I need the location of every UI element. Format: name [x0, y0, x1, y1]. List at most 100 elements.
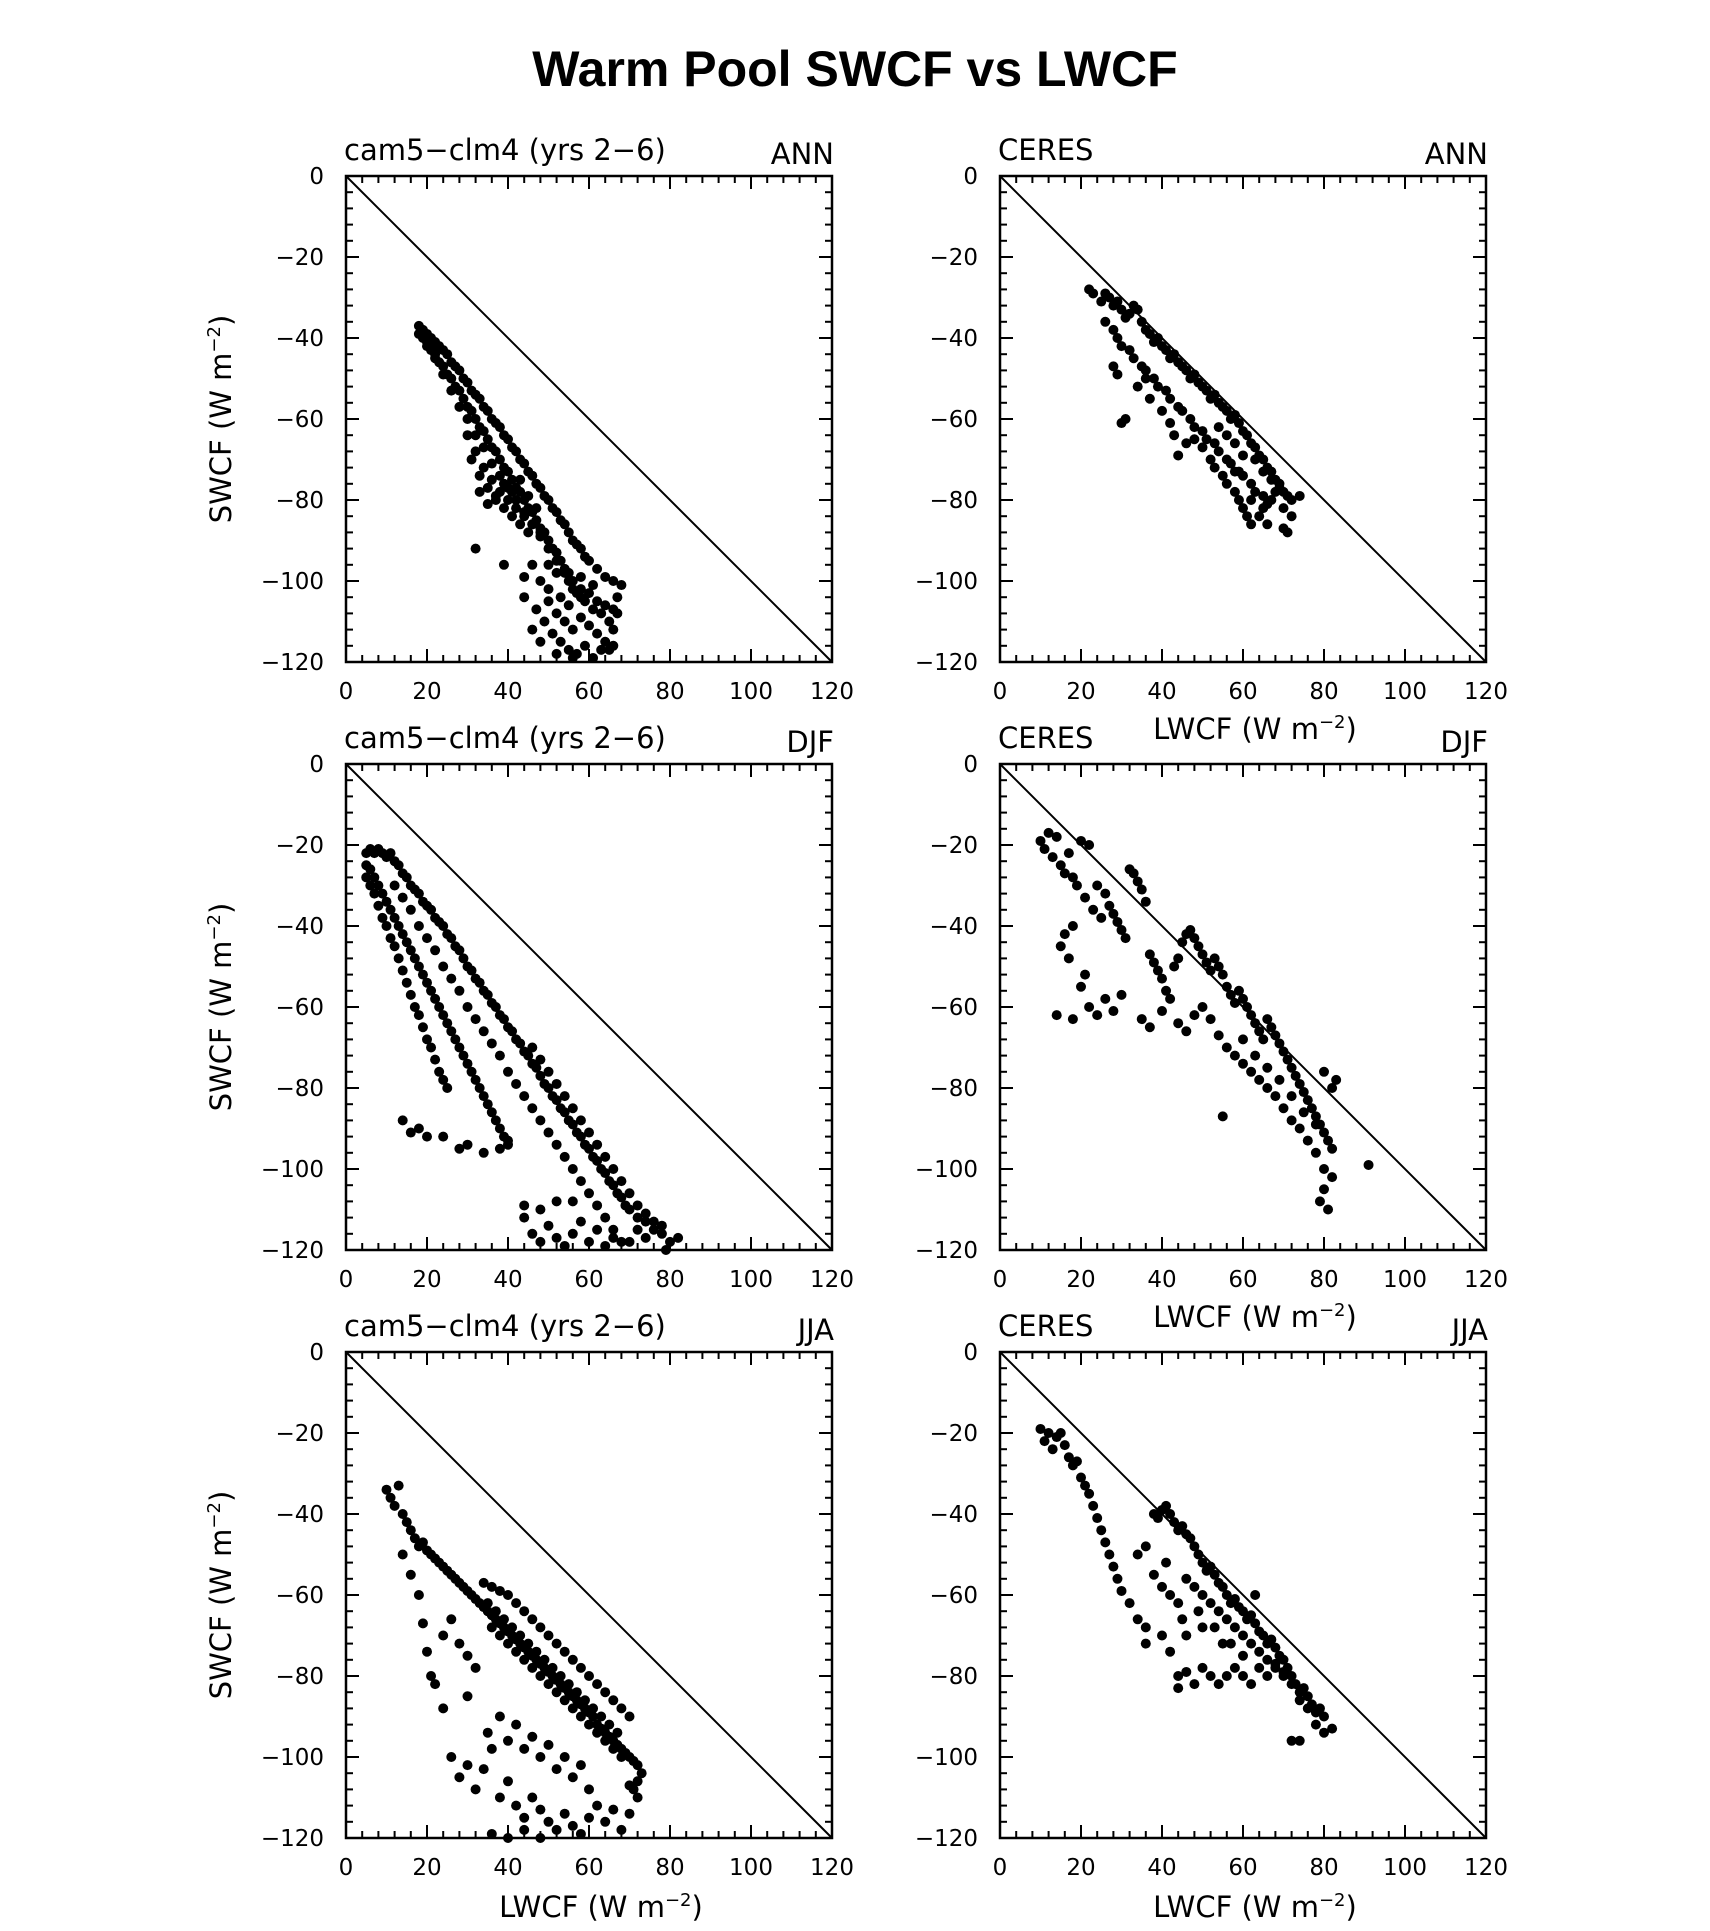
scatter-point [1229, 1622, 1240, 1633]
scatter-point [1157, 1630, 1167, 1641]
scatter-point [616, 1176, 627, 1187]
scatter-point [1274, 1038, 1285, 1049]
scatter-point [1266, 495, 1277, 505]
scatter-point [470, 1662, 481, 1673]
scatter-point [498, 478, 509, 489]
scatter-point [1221, 1614, 1232, 1625]
scatter-point [1080, 1480, 1091, 1491]
scatter-point [511, 1646, 522, 1657]
y-tick-label: −60 [275, 1583, 324, 1609]
scatter-point [523, 1050, 534, 1061]
scatter-point [608, 1695, 619, 1706]
scatter-point [490, 495, 501, 505]
scatter-point [1229, 997, 1240, 1008]
y-tick-label: −100 [261, 1745, 324, 1771]
scatter-point [438, 361, 449, 372]
scatter-point [551, 547, 562, 558]
scatter-point [1319, 1184, 1329, 1195]
scatter-point [454, 1042, 465, 1053]
x-tick-label: 0 [993, 1855, 1008, 1881]
scatter-point [490, 1002, 501, 1012]
scatter-point [1112, 916, 1123, 927]
scatter-point [1327, 1143, 1338, 1154]
scatter-point [579, 640, 590, 651]
scatter-point [1217, 1111, 1228, 1122]
scatter-point [1310, 1111, 1321, 1122]
scatter-point [503, 1776, 513, 1787]
x-tick-label: 80 [655, 679, 684, 705]
scatter-point [1270, 1030, 1281, 1041]
x-tick-label: 20 [412, 1855, 441, 1881]
scatter-point [563, 576, 574, 586]
y-tick-label: −80 [929, 488, 978, 514]
scatter-point [1108, 324, 1119, 335]
scatter-point [519, 1654, 530, 1665]
scatter-point [1254, 1646, 1265, 1657]
scatter-point [648, 1224, 659, 1235]
scatter-point [1229, 1662, 1240, 1673]
scatter-point [1197, 1622, 1208, 1633]
y-tick-label: −20 [275, 245, 324, 271]
scatter-point [600, 1212, 611, 1223]
scatter-point [1242, 430, 1253, 441]
scatter-point [1250, 1050, 1261, 1061]
scatter-point [1165, 393, 1176, 404]
scatter-point [543, 1220, 554, 1231]
scatter-point [490, 1606, 501, 1617]
scatter-point [498, 1014, 509, 1025]
y-tick-label: 0 [309, 164, 324, 190]
scatter-point [519, 511, 530, 522]
scatter-point [519, 1091, 530, 1102]
scatter-point [446, 1752, 457, 1762]
scatter-point [511, 446, 522, 457]
scatter-point [1035, 835, 1046, 846]
scatter-point [1229, 486, 1240, 497]
scatter-point [430, 1679, 441, 1690]
scatter-point [1116, 989, 1127, 1000]
scatter-point [422, 1034, 432, 1045]
scatter-point [1165, 1509, 1176, 1519]
scatter-point [458, 393, 469, 404]
x-tick-label: 120 [810, 1855, 854, 1881]
y-tick-label: −60 [275, 995, 324, 1021]
scatter-point [632, 1792, 643, 1803]
scatter-point [1266, 466, 1277, 477]
tick-marks [345, 175, 833, 663]
scatter-point [1140, 1541, 1151, 1552]
scatter-point [417, 1537, 428, 1548]
scatter-points [381, 1480, 647, 1843]
scatter-point [636, 1768, 647, 1779]
scatter-point [1140, 896, 1151, 907]
x-tick-label: 80 [655, 1855, 684, 1881]
scatter-point [535, 527, 546, 538]
scatter-point [503, 1590, 513, 1600]
scatter-point [462, 1691, 473, 1702]
scatter-point [1319, 1727, 1329, 1738]
scatter-point [535, 482, 546, 493]
scatter-point [1238, 1058, 1248, 1069]
scatter-point [584, 555, 594, 566]
scatter-point [486, 1038, 497, 1049]
scatter-point [608, 1164, 619, 1174]
scatter-point [600, 1151, 611, 1162]
scatter-point [1104, 292, 1115, 303]
scatter-point [1161, 1500, 1172, 1511]
y-tick-label: −60 [929, 1583, 978, 1609]
scatter-point [515, 519, 526, 530]
scatter-point [454, 365, 465, 376]
scatter-point [640, 1216, 651, 1227]
x-tick-label: 100 [1383, 1855, 1427, 1881]
scatter-point [466, 454, 477, 465]
y-tick-label: −120 [915, 1238, 978, 1264]
scatter-point [1181, 1573, 1192, 1584]
scatter-point [397, 965, 408, 976]
scatter-point [547, 628, 558, 639]
scatter-point [559, 1240, 570, 1251]
scatter-point [1084, 1488, 1095, 1499]
scatter-point [1144, 393, 1155, 404]
scatter-point [584, 1188, 594, 1199]
scatter-point [377, 912, 388, 923]
x-axis-label: LWCF (W m−2) [1153, 1890, 1357, 1924]
scatter-point [1059, 868, 1070, 879]
